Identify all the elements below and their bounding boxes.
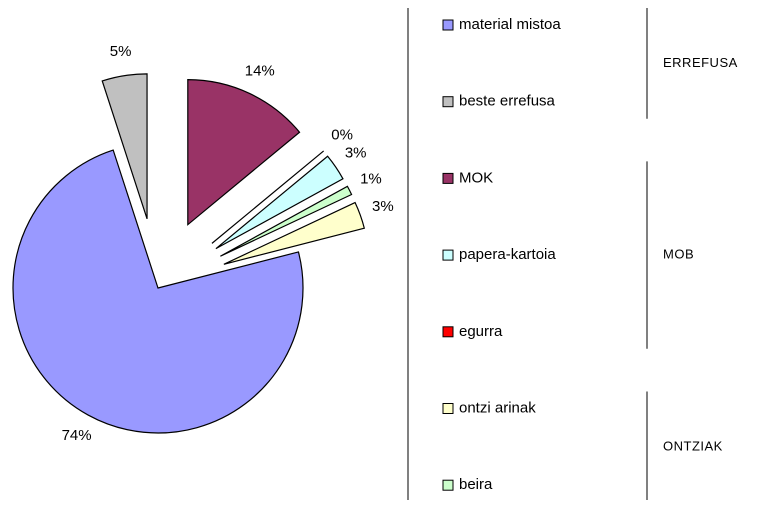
pie-slice xyxy=(101,73,148,220)
pie-slice xyxy=(215,155,344,250)
group-label: ERREFUSA xyxy=(663,55,738,70)
legend-label: beste errefusa xyxy=(459,93,556,110)
slice-label: 0% xyxy=(331,127,353,144)
slice-label: 5% xyxy=(110,43,132,60)
pie-slice xyxy=(220,185,353,257)
pie-slice xyxy=(12,149,304,434)
legend-label: material mistoa xyxy=(459,16,561,33)
legend-swatch xyxy=(442,96,454,108)
slice-label: 3% xyxy=(345,145,367,162)
legend-label: egurra xyxy=(459,323,503,340)
group-label: MOB xyxy=(663,247,694,262)
slice-label: 3% xyxy=(372,198,394,215)
legend-label: papera-kartoia xyxy=(459,246,556,263)
legend-label: ontzi arinak xyxy=(459,399,536,416)
legend-swatch xyxy=(442,479,454,491)
legend-swatch xyxy=(442,19,454,31)
pie-slice xyxy=(211,150,325,244)
slice-label: 1% xyxy=(360,170,382,187)
pie-slice xyxy=(187,79,301,226)
legend-swatch xyxy=(442,326,454,338)
legend-swatch xyxy=(442,403,454,414)
slice-label: 14% xyxy=(245,63,275,80)
legend-label: MOK xyxy=(459,169,493,186)
slice-label: 74% xyxy=(62,427,92,444)
pie-slice xyxy=(223,201,366,265)
legend-swatch xyxy=(442,172,454,184)
legend-swatch xyxy=(442,249,454,261)
group-label: ONTZIAK xyxy=(663,438,723,453)
legend-label: beira xyxy=(459,476,493,493)
